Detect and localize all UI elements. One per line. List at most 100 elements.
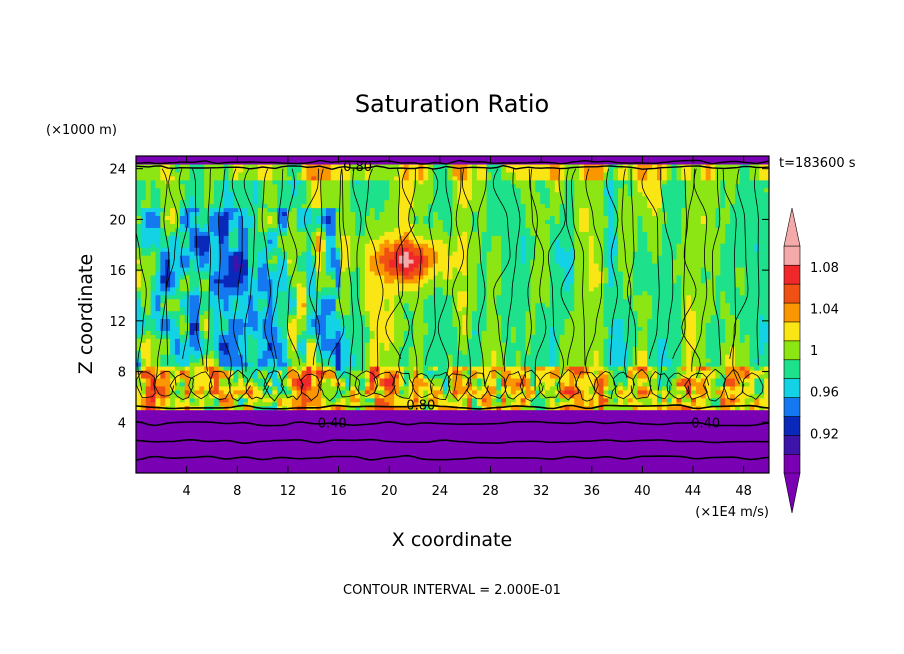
- field-cell: [408, 453, 415, 458]
- field-cell: [209, 318, 215, 324]
- field-cell: [661, 358, 668, 363]
- field-cell: [199, 334, 205, 339]
- field-cell: [213, 322, 220, 327]
- field-cell: [447, 401, 454, 407]
- field-cell: [530, 322, 536, 327]
- field-cell: [199, 326, 205, 331]
- field-cell: [321, 405, 327, 411]
- field-cell: [398, 318, 405, 324]
- field-cell: [540, 441, 546, 446]
- field-cell: [618, 354, 624, 359]
- field-cell: [608, 417, 614, 423]
- field-cell: [647, 334, 653, 339]
- field-cell: [437, 366, 444, 371]
- field-cell: [661, 457, 668, 462]
- field-cell: [510, 457, 517, 462]
- field-cell: [345, 358, 351, 363]
- field-cell: [545, 417, 551, 423]
- field-cell: [510, 453, 517, 458]
- field-cell: [398, 465, 405, 470]
- field-cell: [408, 441, 415, 446]
- field-cell: [734, 457, 741, 462]
- field-cell: [394, 318, 400, 324]
- field-cell: [545, 381, 551, 387]
- field-cell: [725, 385, 731, 391]
- field-cell: [140, 373, 147, 379]
- field-cell: [676, 433, 682, 438]
- field-cell: [515, 389, 522, 395]
- field-cell: [296, 461, 303, 466]
- field-cell: [437, 417, 444, 423]
- field-cell: [486, 381, 493, 387]
- field-cell: [394, 465, 400, 470]
- field-cell: [749, 465, 755, 470]
- field-cell: [379, 465, 385, 470]
- field-cell: [170, 362, 176, 367]
- field-cell: [525, 350, 532, 355]
- field-cell: [165, 389, 171, 395]
- field-cell: [223, 469, 230, 473]
- field-cell: [165, 425, 171, 431]
- field-cell: [666, 457, 673, 462]
- field-cell: [345, 445, 351, 450]
- field-cell: [593, 354, 600, 359]
- field-cell: [150, 401, 157, 407]
- field-cell: [681, 469, 687, 473]
- field-cell: [457, 354, 463, 359]
- field-cell: [739, 433, 746, 438]
- field-cell: [545, 338, 551, 343]
- field-cell: [452, 389, 458, 395]
- field-cell: [369, 405, 376, 411]
- field-cell: [291, 421, 298, 427]
- field-cell: [209, 469, 215, 473]
- field-cell: [374, 465, 381, 470]
- field-cell: [700, 334, 707, 339]
- field-cell: [686, 350, 692, 355]
- field-cell: [374, 385, 381, 391]
- field-cell: [228, 350, 234, 355]
- field-cell: [243, 373, 249, 379]
- field-cell: [471, 366, 478, 371]
- field-cell: [355, 421, 361, 427]
- field-cell: [559, 342, 566, 347]
- field-cell: [564, 326, 570, 331]
- field-cell: [583, 381, 590, 387]
- field-cell: [525, 389, 532, 395]
- field-cell: [681, 409, 687, 415]
- field-cell: [632, 409, 639, 415]
- field-cell: [359, 318, 366, 324]
- field-cell: [325, 425, 332, 431]
- field-cell: [647, 417, 653, 423]
- field-cell: [574, 397, 580, 403]
- field-cell: [282, 369, 288, 375]
- field-cell: [321, 322, 327, 327]
- field-cell: [223, 417, 230, 423]
- field-cell: [277, 393, 283, 399]
- field-cell: [564, 453, 570, 458]
- field-cell: [520, 385, 527, 391]
- field-cell: [184, 469, 191, 473]
- field-cell: [213, 366, 220, 371]
- field-cell: [613, 397, 619, 403]
- field-cell: [569, 417, 575, 423]
- field-cell: [530, 334, 536, 339]
- field-cell: [140, 322, 147, 327]
- field-cell: [247, 457, 254, 462]
- field-cell: [369, 409, 376, 415]
- field-cell: [759, 330, 765, 335]
- field-cell: [652, 401, 658, 407]
- field-cell: [209, 330, 215, 335]
- field-cell: [759, 354, 765, 359]
- field-cell: [754, 354, 760, 359]
- field-cell: [321, 350, 327, 355]
- field-cell: [291, 362, 298, 367]
- field-cell: [286, 322, 293, 327]
- field-cell: [233, 362, 239, 367]
- field-cell: [598, 469, 605, 473]
- field-cell: [734, 445, 741, 450]
- field-cell: [379, 369, 385, 375]
- field-cell: [408, 322, 415, 327]
- field-cell: [705, 433, 712, 438]
- field-cell: [535, 409, 541, 415]
- field-cell: [535, 389, 541, 395]
